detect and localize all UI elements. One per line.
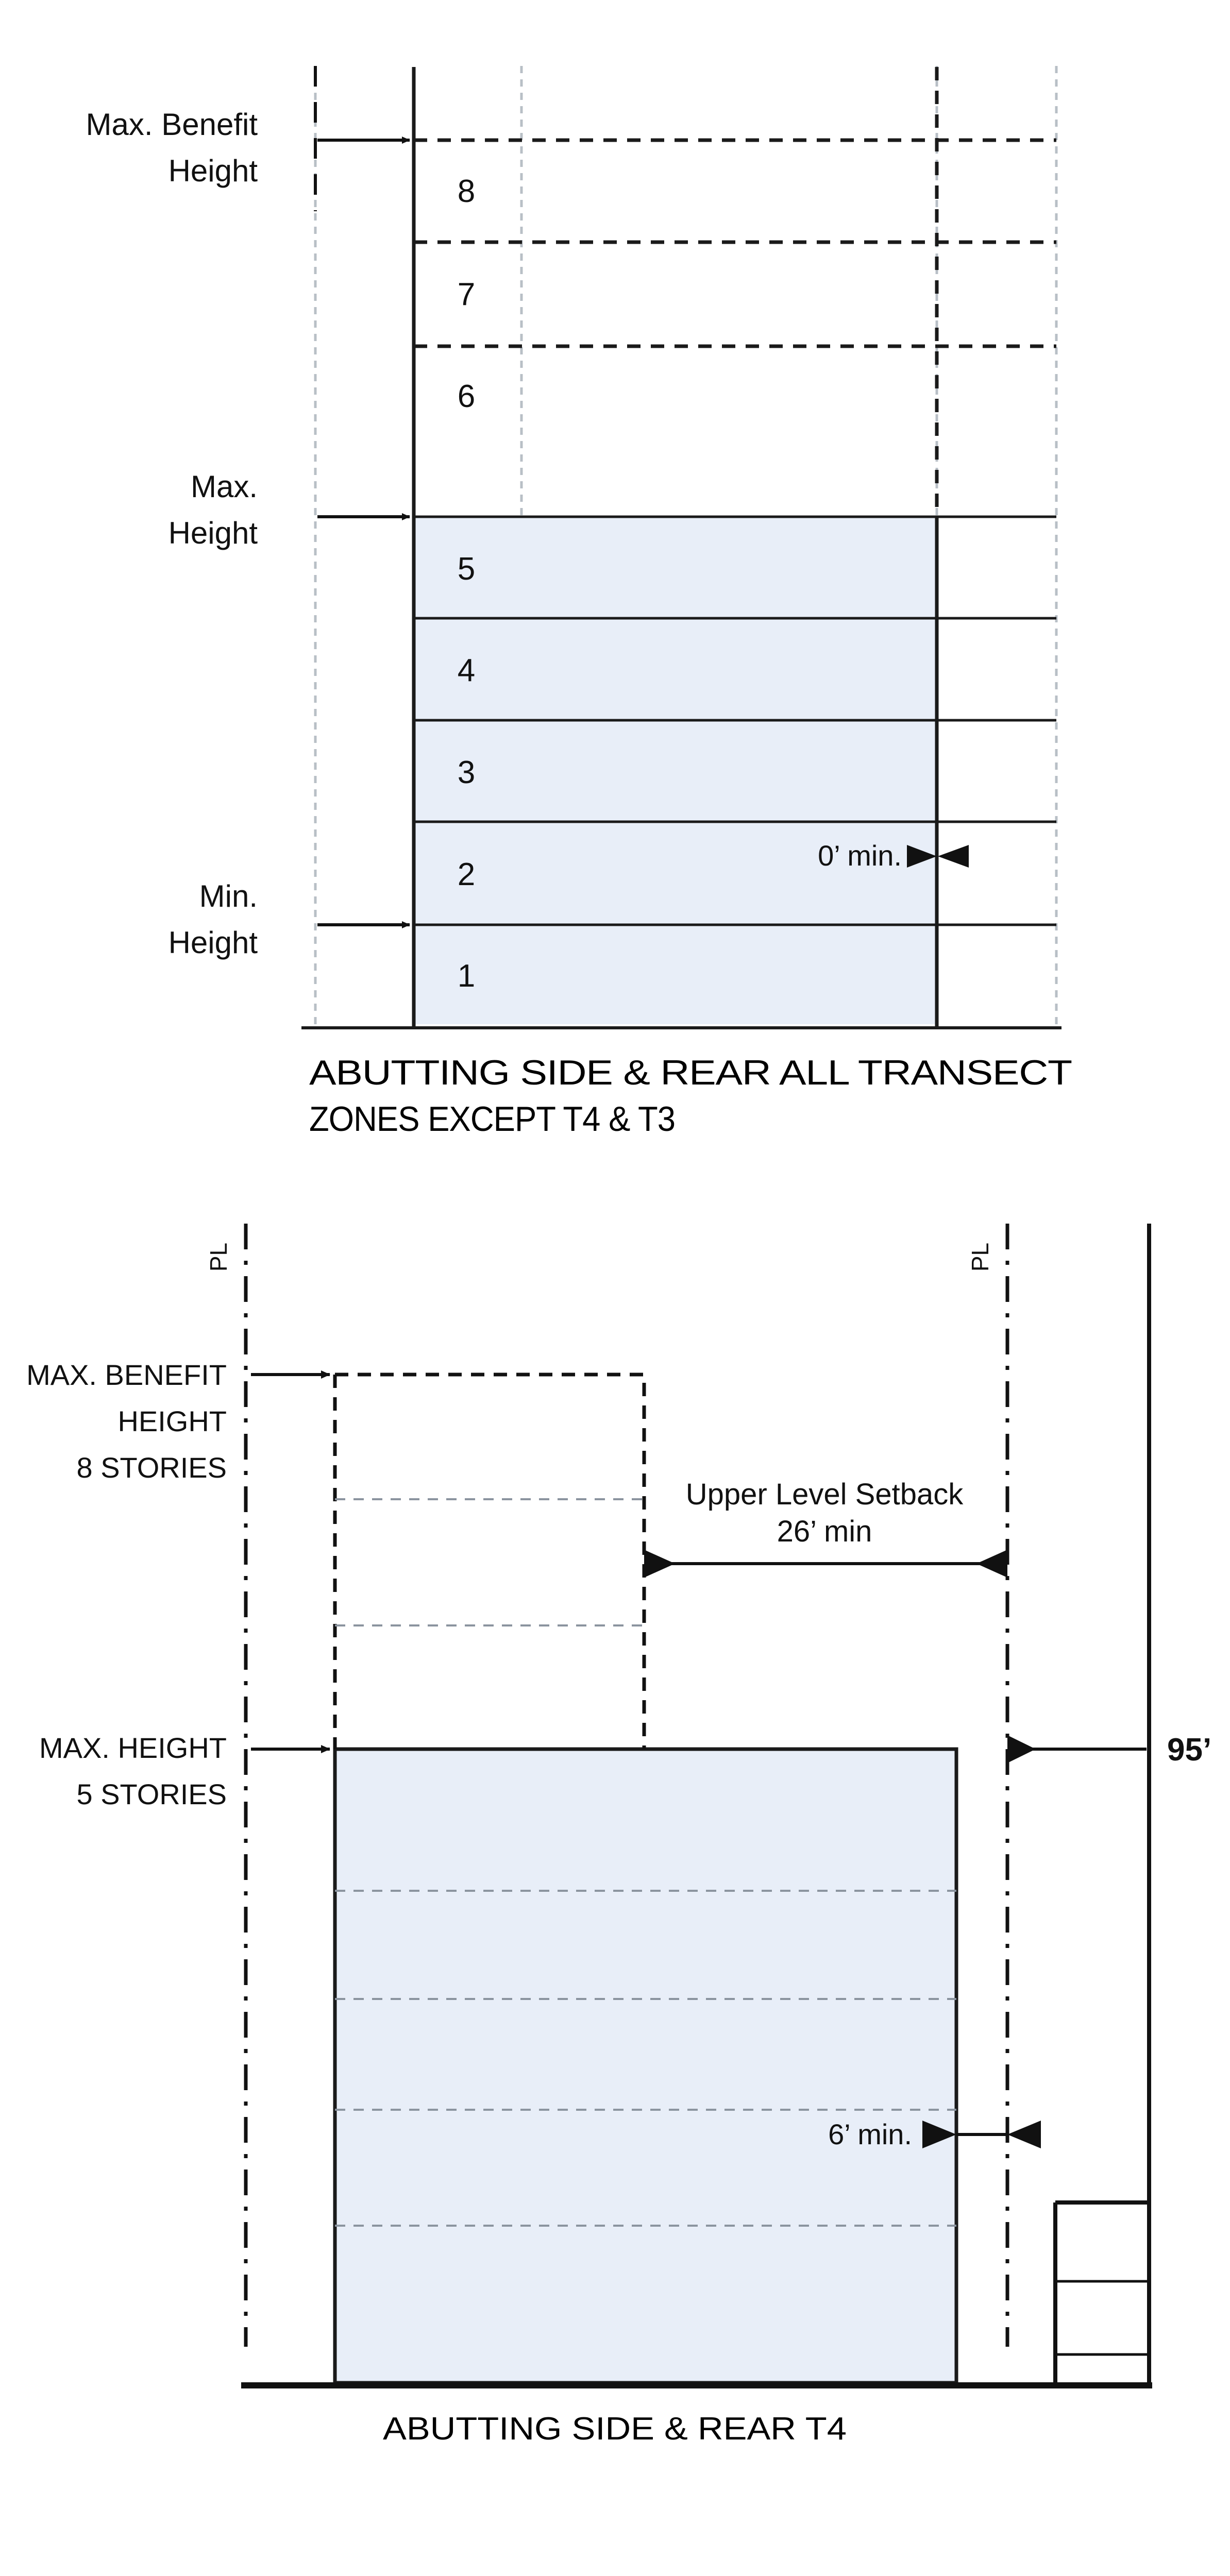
dimension-zero-min: 0’ min.: [818, 839, 902, 872]
shaded-building-mass: [414, 517, 937, 1024]
lower-story-dividers: [414, 515, 1056, 926]
story-number-3: 3: [458, 755, 475, 790]
diagram2-caption: ABUTTING SIDE & REAR T4: [383, 2411, 847, 2447]
story-number-6: 6: [458, 379, 475, 414]
rear-setback-label: 6’ min.: [828, 2118, 912, 2150]
lot-width-dimension: [1007, 1735, 1147, 1763]
label-max-height-line2: 5 STORIES: [76, 1778, 227, 1810]
neighbor-building: [1053, 2200, 1149, 2385]
upper-story-dividers: [335, 1498, 644, 1626]
story-number-5: 5: [458, 551, 475, 587]
label-max-benefit-height-line3: 8 STORIES: [76, 1451, 227, 1484]
diagram-abutting-all-transect-zones: 8 7 6 5 4 3 2 1 Max. Benefit Height Max.…: [0, 0, 1230, 1185]
upper-story-dividers: [414, 138, 1056, 348]
diagram-abutting-side-rear-t3: PL PL: [0, 2447, 1230, 2576]
label-min-height-line2: Height: [169, 925, 258, 960]
label-max-benefit-height-line1: MAX. BENEFIT: [26, 1359, 227, 1391]
diagram-abutting-side-rear-t4: PL PL: [0, 1185, 1230, 2447]
rear-setback-dimension-arrows: [922, 2121, 1041, 2148]
upper-level-setback-dimension-arrows: [644, 1550, 1007, 1578]
diagram1-caption-line1: ABUTTING SIDE & REAR ALL TRANSECT: [309, 1053, 1072, 1092]
shaded-building-mass: [335, 1749, 956, 2383]
diagram1-caption-line2: ZONES EXCEPT T4 & T3: [309, 1099, 675, 1139]
property-line-left-label: PL: [205, 1243, 232, 1272]
story-number-7: 7: [458, 277, 475, 312]
leader-arrows: [251, 1370, 330, 1753]
lot-width-label: 95’: [1167, 1732, 1211, 1768]
upper-level-setback-label: Upper Level Setback: [686, 1478, 964, 1511]
story-number-1: 1: [458, 958, 475, 994]
benefit-height-dashed-mass: [335, 1372, 646, 1749]
story-number-4: 4: [458, 653, 475, 688]
label-max-height-line1: MAX. HEIGHT: [39, 1732, 227, 1764]
label-min-height-line1: Min.: [199, 879, 258, 913]
upper-level-setback-value: 26’ min: [777, 1515, 872, 1548]
label-max-benefit-height-line2: Height: [169, 154, 258, 188]
dimension-zero-min-arrows: [907, 845, 969, 868]
label-max-benefit-height-line1: Max. Benefit: [86, 107, 258, 142]
label-max-height-line2: Height: [169, 516, 258, 550]
story-number-8: 8: [458, 174, 475, 209]
label-max-benefit-height-line2: HEIGHT: [117, 1405, 227, 1437]
leader-arrows: [314, 66, 410, 928]
story-numbers: 8 7 6 5 4 3 2 1: [458, 174, 475, 994]
story-number-2: 2: [458, 857, 475, 892]
label-max-height-line1: Max.: [191, 469, 258, 504]
property-line-right-label: PL: [967, 1243, 993, 1272]
